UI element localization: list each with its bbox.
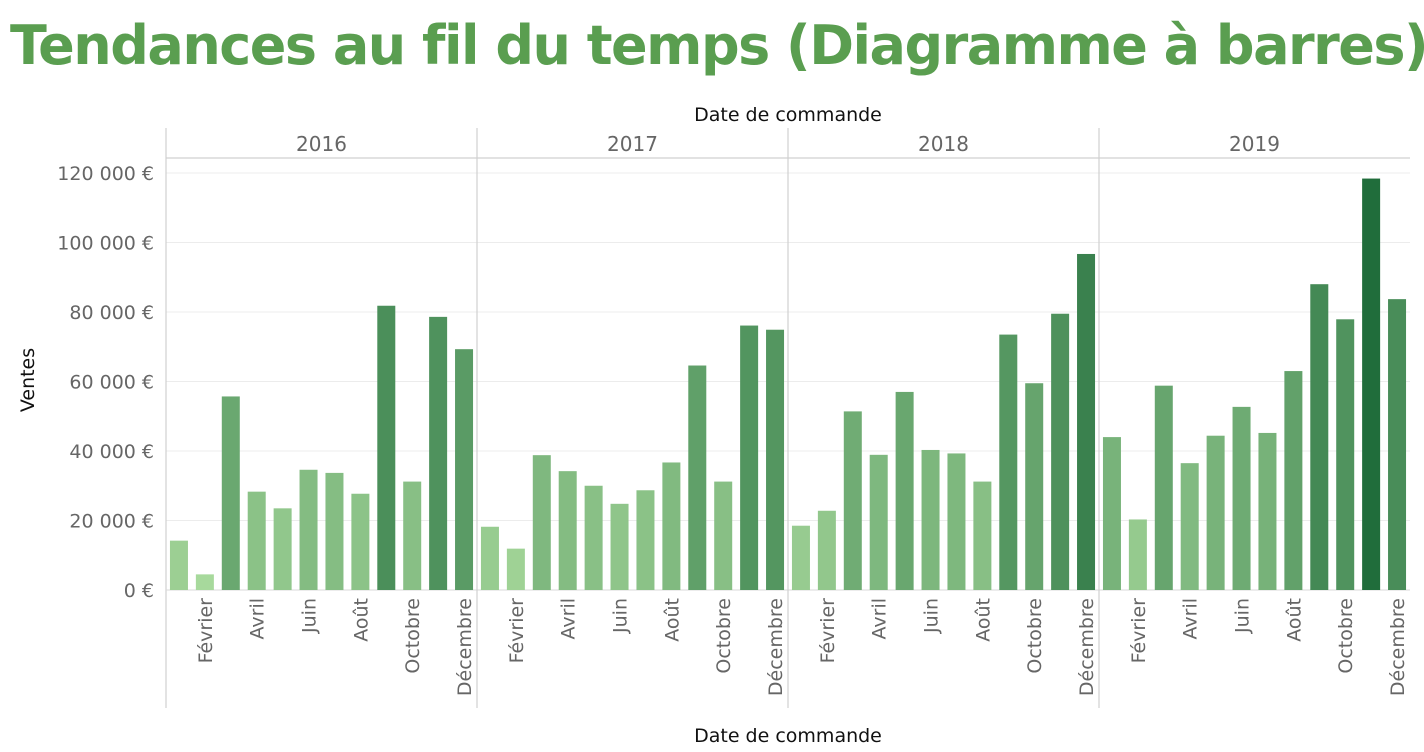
bar (403, 481, 422, 590)
bar (351, 493, 370, 590)
x-tick-label: Juin (921, 598, 943, 634)
page-title: Tendances au fil du temps (Diagramme à b… (10, 14, 1424, 77)
bar (817, 510, 836, 590)
y-axis-label: Ventes (17, 347, 39, 413)
x-tick-label: Février (1128, 598, 1150, 664)
y-tick-label: 80 000 € (69, 302, 154, 324)
x-tick-label: Juin (1232, 598, 1254, 634)
bar (221, 396, 240, 590)
bar (1284, 371, 1303, 590)
bar (429, 316, 448, 590)
bar (1310, 284, 1329, 590)
bar (843, 411, 862, 590)
bar (195, 574, 214, 590)
bar (636, 490, 655, 590)
bar (1102, 437, 1121, 590)
x-tick-label: Août (661, 598, 683, 642)
bar (532, 455, 551, 590)
bar (1362, 178, 1381, 590)
x-axis-label: Date de commande (694, 725, 882, 747)
bar (740, 325, 759, 590)
bar (1336, 319, 1355, 590)
bar (610, 503, 629, 590)
bar (1206, 435, 1225, 590)
bar (791, 525, 810, 590)
y-tick-label: 60 000 € (69, 372, 154, 394)
bar (273, 508, 292, 590)
y-tick-label: 100 000 € (57, 233, 154, 255)
x-tick-label: Février (817, 598, 839, 664)
x-tick-label: Avril (869, 598, 891, 640)
bar (1388, 299, 1407, 590)
bar (325, 472, 344, 590)
bar (584, 485, 603, 590)
x-tick-label: Octobre (402, 598, 424, 674)
bar (455, 349, 474, 590)
bar (999, 334, 1018, 590)
bar (973, 481, 992, 590)
bar (299, 469, 318, 590)
x-tick-label: Avril (247, 598, 269, 640)
panel-year-label: 2019 (1229, 132, 1280, 156)
y-tick-label: 40 000 € (69, 441, 154, 463)
x-tick-label: Décembre (765, 598, 787, 696)
bar (480, 526, 499, 590)
bar (895, 391, 914, 590)
x-tick-label: Juin (299, 598, 321, 634)
bar (506, 548, 525, 590)
bar (558, 471, 577, 590)
bar (921, 449, 940, 590)
x-tick-label: Décembre (454, 598, 476, 696)
bar (1232, 406, 1251, 590)
bar (869, 454, 888, 590)
x-tick-label: Octobre (1024, 598, 1046, 674)
y-tick-label: 20 000 € (69, 511, 154, 533)
y-tick-label: 0 € (124, 580, 154, 602)
x-tick-label: Février (195, 598, 217, 664)
x-tick-label: Août (350, 598, 372, 642)
bar (714, 481, 733, 590)
x-tick-label: Décembre (1076, 598, 1098, 696)
bar (377, 305, 396, 590)
bar (1077, 253, 1096, 590)
bar (169, 540, 188, 590)
x-tick-label: Avril (558, 598, 580, 640)
y-tick-label: 120 000 € (57, 163, 154, 185)
x-tick-label: Juin (610, 598, 632, 634)
bar (1051, 313, 1070, 590)
bar (1258, 432, 1277, 590)
x-tick-label: Décembre (1387, 598, 1409, 696)
x-tick-label: Octobre (713, 598, 735, 674)
x-tick-label: Octobre (1335, 598, 1357, 674)
bar (1128, 519, 1147, 590)
bar (1180, 463, 1199, 590)
bar (766, 329, 785, 590)
bar (662, 462, 681, 590)
bar (947, 453, 966, 590)
x-tick-label: Août (972, 598, 994, 642)
bar (1154, 385, 1173, 590)
bar (1025, 383, 1044, 590)
column-header-label: Date de commande (694, 104, 882, 126)
panel-year-label: 2017 (607, 132, 658, 156)
panel-year-label: 2018 (918, 132, 969, 156)
panel-year-label: 2016 (296, 132, 347, 156)
bar (688, 365, 707, 590)
bar (247, 491, 266, 590)
x-tick-label: Février (506, 598, 528, 664)
x-tick-label: Août (1283, 598, 1305, 642)
x-tick-label: Avril (1180, 598, 1202, 640)
